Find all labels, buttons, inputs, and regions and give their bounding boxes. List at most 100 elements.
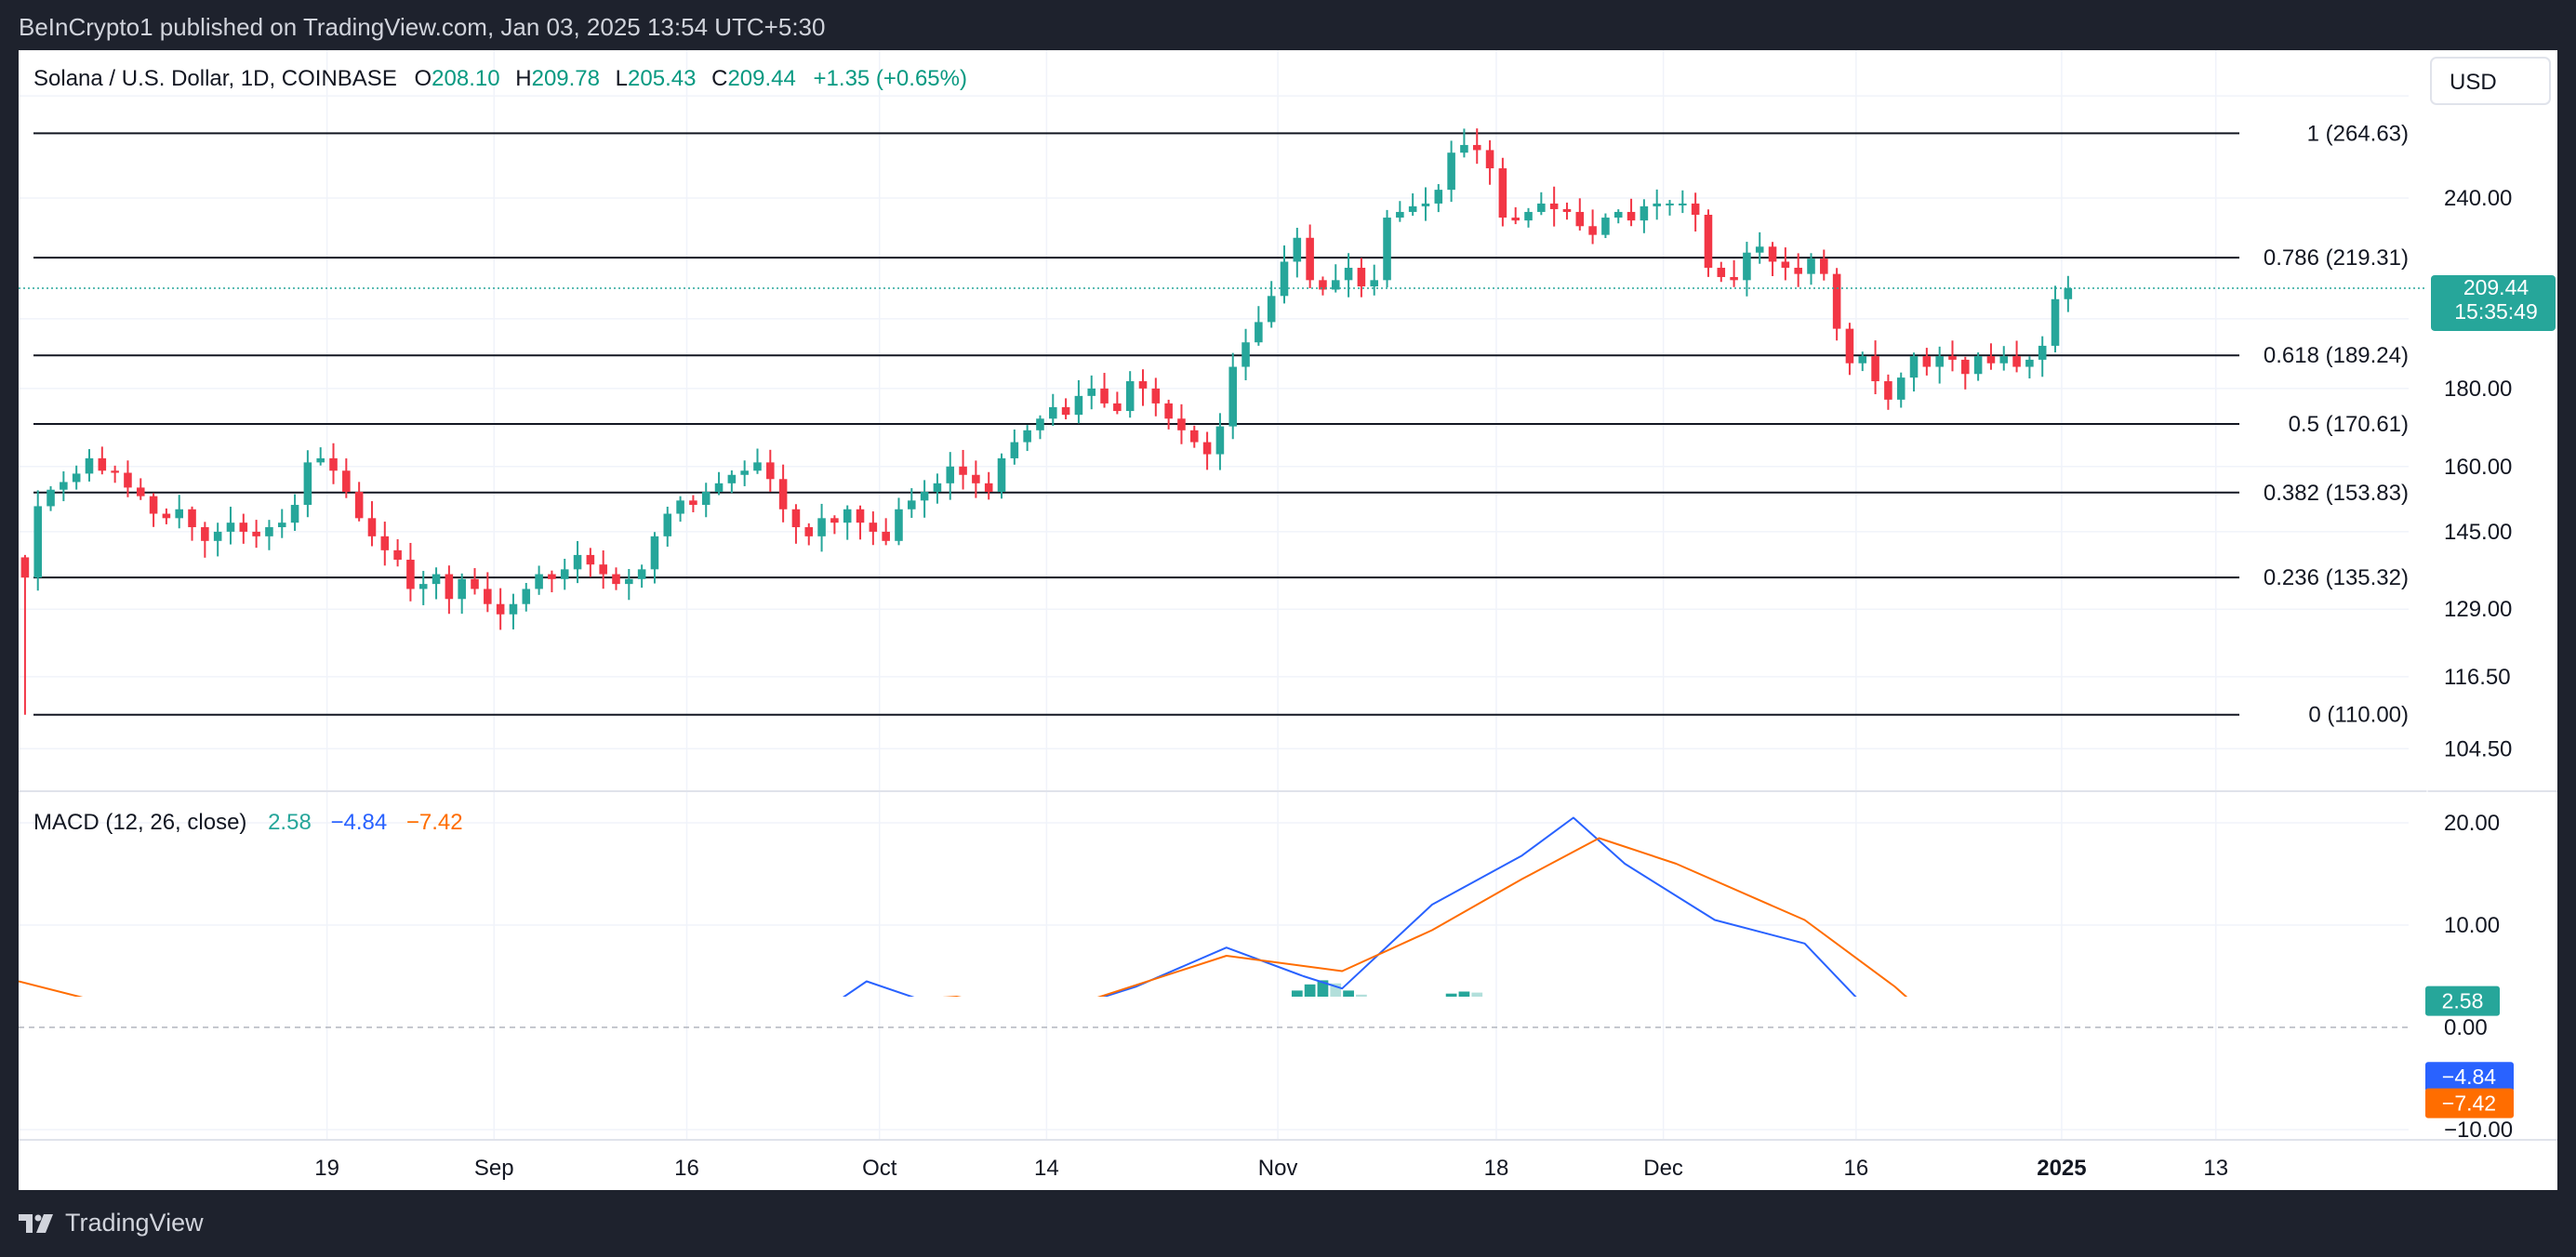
candle-down	[1820, 258, 1828, 274]
time-tick-label: 14	[1034, 1156, 1059, 1181]
macd-histogram-bar	[1253, 1014, 1264, 1027]
macd-histogram-bar	[1742, 1027, 1753, 1054]
candle-down	[856, 509, 865, 523]
macd-histogram-bar	[1947, 1027, 1959, 1056]
macd-histogram-bar	[2050, 1021, 2061, 1027]
low-value: 205.43	[628, 66, 696, 91]
macd-hist-value: 2.58	[268, 810, 312, 835]
macd-histogram-bar	[174, 1027, 185, 1048]
candle-up	[1434, 190, 1443, 204]
macd-histogram-bar	[97, 1027, 108, 1074]
candle-up	[727, 474, 737, 483]
macd-histogram-bar	[289, 1021, 300, 1027]
candle-down	[548, 574, 556, 579]
chart-svg[interactable]: 280.00240.00200.00180.00160.00145.00129.…	[19, 50, 2557, 1190]
macd-histogram-bar	[1613, 1027, 1624, 1066]
candle-up	[573, 554, 582, 570]
candle-down	[484, 589, 492, 604]
candle-up	[1331, 280, 1340, 290]
candle-down	[1306, 237, 1314, 281]
candle-up	[908, 500, 916, 509]
macd-histogram-bar	[1818, 1027, 1829, 1068]
macd-histogram-bar	[598, 1012, 609, 1028]
grid: 280.00240.00200.00180.00160.00145.00129.…	[19, 50, 2513, 1181]
macd-histogram-bar	[1934, 1027, 1945, 1064]
macd-histogram-bar	[1330, 983, 1342, 997]
time-tick-label: Oct	[862, 1156, 897, 1181]
macd-histogram-bar	[842, 1027, 853, 1040]
candle-down	[830, 518, 839, 523]
macd-signal-label: −7.42	[2442, 1092, 2496, 1116]
candle-up	[1242, 342, 1250, 367]
macd-histogram-bar	[1767, 1027, 1778, 1065]
currency-button[interactable]	[2430, 57, 2551, 105]
macd-histogram-bar	[1574, 1027, 1586, 1052]
candle-down	[1319, 280, 1327, 290]
chart-panel[interactable]: 280.00240.00200.00180.00160.00145.00129.…	[19, 50, 2557, 1190]
macd-histogram-bar	[1535, 1027, 1547, 1033]
candle-down	[778, 479, 788, 509]
candle-down	[1730, 276, 1738, 281]
macd-histogram-bar	[713, 1005, 724, 1027]
fib-level-label: 0.618 (189.24)	[2264, 343, 2409, 368]
macd-histogram-bar	[1382, 1000, 1393, 1027]
candle-down	[1151, 388, 1161, 404]
candle-down	[766, 462, 775, 480]
macd-signal-line	[19, 837, 1908, 997]
macd-lines	[19, 816, 1908, 997]
macd-histogram-bar	[1665, 1027, 1676, 1068]
macd-histogram-bar	[135, 1027, 146, 1064]
legend-main: Solana / U.S. Dollar, 1D, COINBASE O208.…	[33, 66, 967, 91]
fib-level-label: 0.786 (219.31)	[2264, 245, 2409, 271]
candle-up	[1383, 218, 1391, 281]
macd-histogram-bar	[881, 1027, 892, 1039]
candle-up	[46, 489, 55, 507]
candle-down	[201, 527, 209, 541]
candle-up	[1601, 218, 1610, 235]
macd-histogram-bar	[1895, 1027, 1906, 1079]
macd-histogram-bar	[1394, 1004, 1405, 1027]
macd-histogram-bar	[1793, 1027, 1804, 1075]
macd-histogram-bar	[1639, 1027, 1650, 1071]
macd-histogram-bar	[1600, 1027, 1612, 1062]
macd-histogram-bar	[1510, 1009, 1521, 1027]
candle-up	[1896, 377, 1905, 400]
candle-up	[1999, 356, 2009, 364]
candle-down	[599, 564, 607, 575]
tradingview-logo-icon	[19, 1213, 53, 1233]
candle-down	[1113, 403, 1122, 412]
candle-down	[354, 492, 364, 519]
macd-histogram-bar	[1985, 1027, 1997, 1038]
macd-histogram-bar	[559, 1018, 570, 1027]
macd-histogram-bar	[1188, 1027, 1200, 1046]
candle-down	[1717, 268, 1726, 277]
candle-up	[997, 457, 1006, 493]
macd-value-labels: 2.58 −4.84 −7.42	[2425, 986, 2514, 1118]
candle-up	[1909, 356, 1919, 378]
macd-histogram-bar	[803, 1027, 815, 1034]
time-tick-label: 18	[1484, 1156, 1509, 1181]
macd-histogram-bar	[1716, 1027, 1727, 1058]
candle-down	[1061, 406, 1070, 416]
candle-up	[33, 506, 43, 578]
candle-up	[650, 536, 659, 570]
macd-histogram-bar	[1420, 1002, 1431, 1028]
macd-histogram-bar	[482, 1027, 493, 1043]
macd-histogram-bar	[1870, 1027, 1881, 1077]
candle-up	[2025, 359, 2034, 367]
candle-down	[1884, 381, 1892, 400]
price-tick-label: 129.00	[2444, 597, 2512, 622]
candle-down	[1768, 246, 1777, 262]
candle-up	[1344, 268, 1353, 281]
macd-histogram-bar	[1703, 1027, 1714, 1061]
candle-up	[1447, 152, 1455, 191]
macd-histogram-bar	[1304, 984, 1316, 997]
macd-histogram-bar	[1086, 1021, 1097, 1027]
countdown-value: 15:35:49	[2454, 299, 2538, 324]
macd-histogram-bar	[894, 1027, 905, 1038]
tradingview-logo[interactable]: TradingView	[19, 1209, 204, 1237]
candle-down	[1164, 403, 1173, 419]
macd-histogram-bar	[739, 1011, 750, 1027]
candle-down	[1100, 388, 1109, 404]
macd-histogram-bar	[1548, 1027, 1560, 1039]
